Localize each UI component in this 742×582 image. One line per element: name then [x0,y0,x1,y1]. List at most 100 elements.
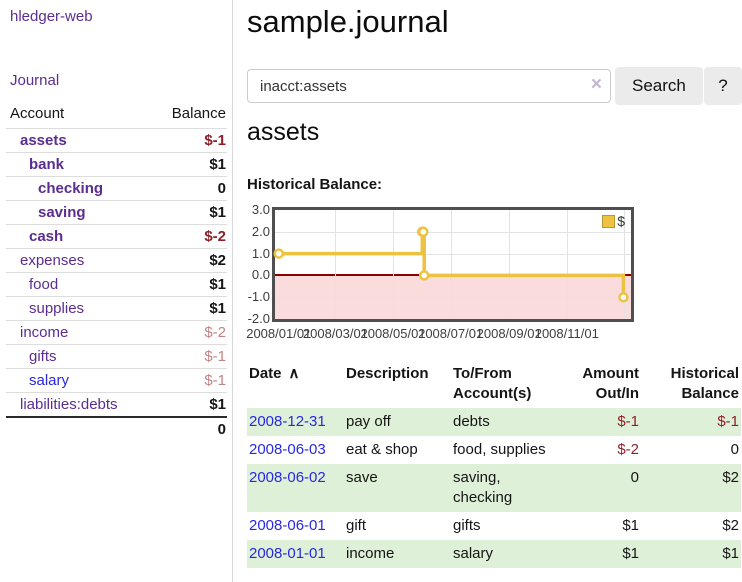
sidebar-account-row: gifts $-1 [6,344,227,368]
register-balance: $1 [722,545,739,562]
chart-xtick-label: 2008/11/01 [534,326,599,341]
account-balance: $1 [209,396,226,413]
account-balance: $-2 [204,324,226,341]
register-date-link[interactable]: 2008-01-01 [249,545,326,562]
chart-vgridline [566,210,568,319]
register-header-historical: Historical Balance [670,365,739,402]
account-link[interactable]: liabilities:debts [20,396,118,413]
chart-xtick-label: 2008/03/01 [302,326,368,341]
account-balance: $1 [209,156,226,173]
legend-label: $ [617,213,625,229]
sidebar-account-row: expenses $2 [6,248,227,272]
chart-data-point [618,291,629,303]
register-header-row: Date ∧ Description To/From Account(s) Amount… [247,356,741,408]
nav-journal-link[interactable]: Journal [10,72,60,89]
accounts-total-value: 0 [217,420,226,438]
chart-hgridline [275,297,631,299]
sidebar-account-row: saving $1 [6,200,227,224]
register-accounts: salary [453,545,494,562]
chart-series-line [278,230,626,298]
account-link[interactable]: assets [20,132,67,149]
search-button[interactable]: Search [615,67,703,105]
account-link[interactable]: income [20,324,69,341]
sidebar-account-row: income $-2 [6,320,227,344]
register-description: eat & shop [346,441,418,458]
account-tree: assets $-1 bank $1 checking 0 saving $1 … [0,128,232,416]
register-header-description: Description [346,365,429,382]
chart-xtick-label: 2008/01/01 [246,326,312,341]
account-link[interactable]: gifts [29,348,57,365]
chart-ytick-label: 2.0 [251,223,270,239]
chart-xtick-label: 2008/09/01 [476,326,542,341]
account-link[interactable]: bank [29,156,65,173]
account-link[interactable]: supplies [29,300,85,317]
register-date-link[interactable]: 2008-06-01 [249,517,326,534]
register-date-link[interactable]: 2008-06-02 [249,469,326,486]
register-row: 2008-06-02 save saving, checking 0 $2 [247,464,741,512]
search-bar: × Search ? [247,66,742,106]
register-balance: $2 [722,469,739,486]
sidebar-account-row: bank $1 [6,152,227,176]
chart-legend: $ [602,213,625,229]
chart-series-svg [273,226,629,303]
chart-xtick-label: 2008/07/01 [418,326,484,341]
sidebar-account-row: cash $-2 [6,224,227,248]
clear-search-icon[interactable]: × [590,74,602,95]
sidebar-account-row: liabilities:debts $1 [6,392,227,416]
register-accounts: food, supplies [453,441,546,458]
chart-vgridline [509,210,511,319]
register-header-date[interactable]: Date ∧ [249,365,300,382]
sidebar: hledger-web Journal Account Balance asse… [0,0,233,582]
register-balance: $-1 [717,413,739,430]
chart-ytick-label: -2.0 [247,311,270,326]
account-balance: $1 [209,204,226,221]
sort-ascending-icon[interactable]: ∧ [288,365,300,382]
chart-ytick-label: -1.0 [247,289,270,305]
register-amount: $1 [622,517,639,534]
chart-ytick-label: 3.0 [251,202,270,217]
account-link[interactable]: food [29,276,59,293]
register-row: 2008-01-01 income salary $1 $1 [247,540,741,568]
register-table: Date ∧ Description To/From Account(s) Amount… [247,356,741,568]
accounts-header: Account Balance [6,105,227,128]
sidebar-account-row: checking 0 [6,176,227,200]
account-balance: $2 [209,252,226,269]
account-link[interactable]: cash [29,228,64,245]
register-row: 2008-06-03 eat & shop food, supplies $-2… [247,436,741,464]
register-balance: 0 [730,441,739,458]
chart-ytick-label: 0.0 [251,267,270,283]
brand-link[interactable]: hledger-web [10,8,93,25]
chart-data-point [418,270,430,281]
register-accounts: gifts [453,517,481,534]
chart-vgridline [624,210,626,319]
account-link[interactable]: saving [38,204,86,221]
register-amount: 0 [630,469,639,486]
search-input[interactable] [247,69,611,103]
chart-xtick-label: 2008/05/01 [360,326,426,341]
chart-data-point [273,248,285,259]
account-balance: $-1 [204,132,226,149]
account-link[interactable]: checking [38,180,104,197]
chart-hgridline [275,231,631,233]
account-link[interactable]: salary [29,372,70,389]
account-balance: $-1 [204,372,226,389]
register-header-to/from: To/From Account(s) [453,365,532,402]
sidebar-account-row: salary $-1 [6,368,227,392]
account-link[interactable]: expenses [20,252,85,269]
account-balance: 0 [217,180,226,197]
register-body: 2008-12-31 pay off debts $-1 $-1 2008-06… [247,408,741,568]
legend-swatch-icon [602,214,616,228]
chart-ytick-label: 1.0 [251,245,270,261]
account-balance: $-1 [204,348,226,365]
accounts-total-row: 0 [6,416,227,440]
sidebar-account-row: supplies $1 [6,296,227,320]
register-date-link[interactable]: 2008-12-31 [249,413,326,430]
register-date-link[interactable]: 2008-06-03 [249,441,326,458]
register-accounts: saving, checking [453,469,513,506]
accounts-header-account: Account [10,105,65,122]
register-amount: $-2 [617,441,639,458]
help-button[interactable]: ? [704,67,742,105]
chart-plot: $ [272,207,634,322]
register-description: save [346,469,378,486]
register-accounts: debts [453,413,490,430]
